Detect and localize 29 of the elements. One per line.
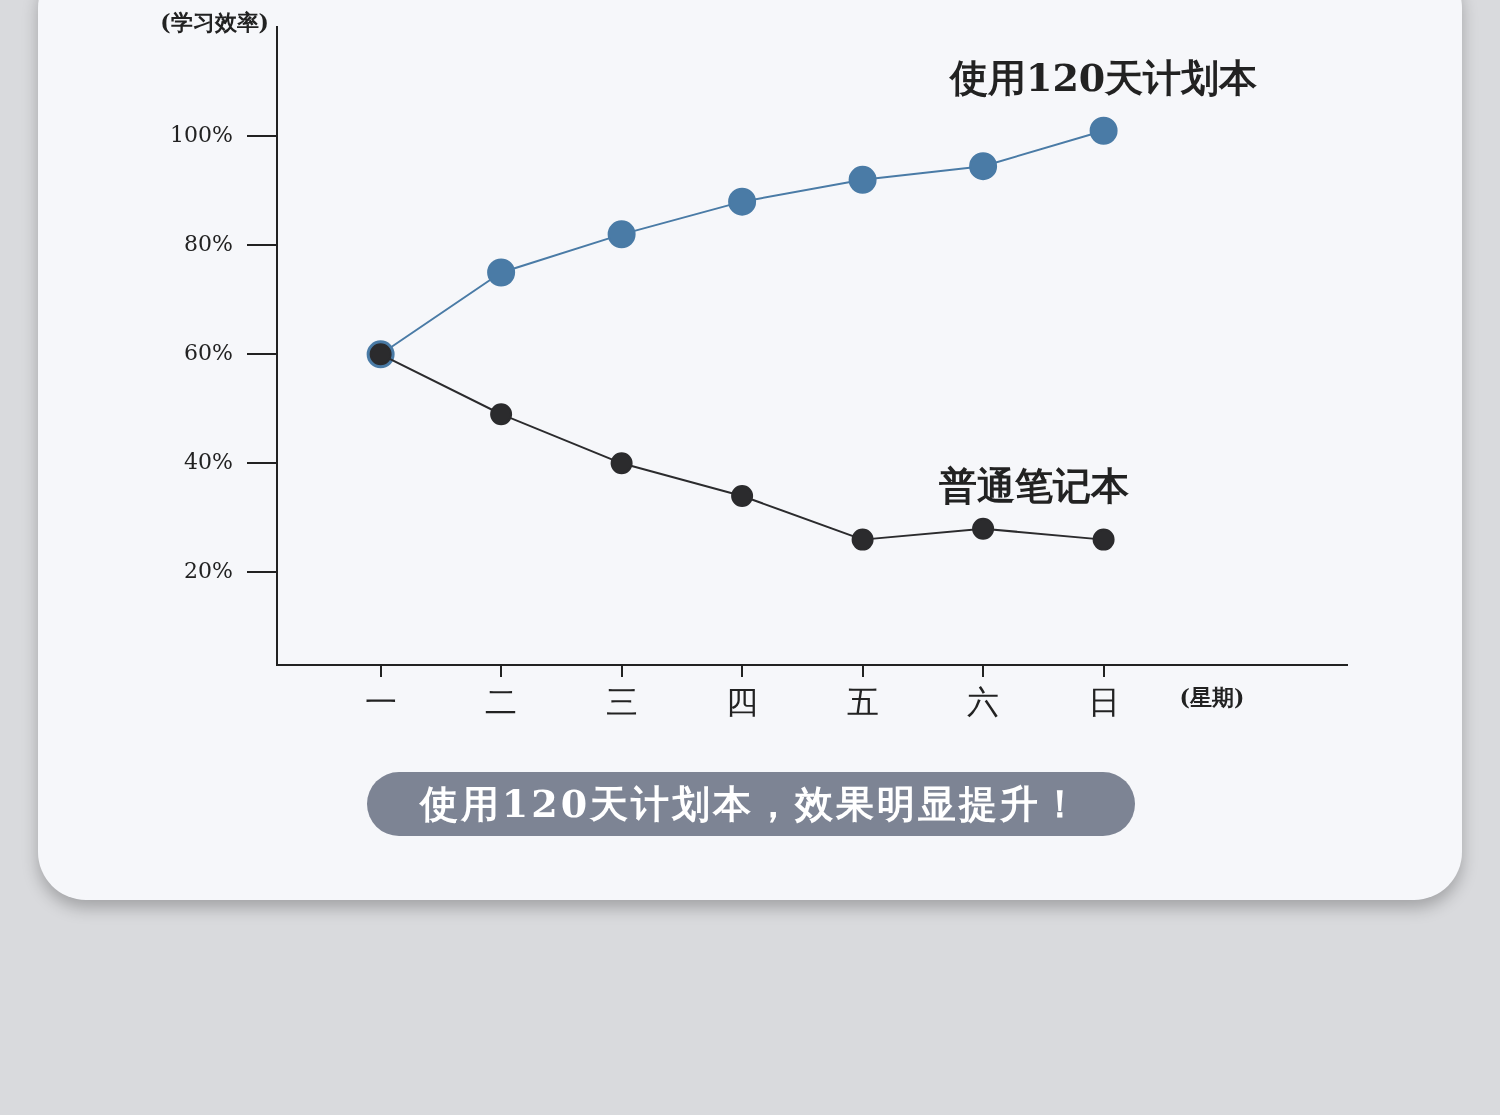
x-tick-label: 一 — [364, 682, 397, 721]
point — [607, 220, 636, 249]
point — [490, 403, 513, 426]
y-axis-title: (学习效率) — [160, 8, 269, 35]
x-tick-label: 三 — [605, 682, 638, 721]
series-label: 使用120天计划本 — [947, 54, 1258, 100]
point — [1092, 528, 1115, 551]
x-tick-label: 四 — [726, 682, 759, 721]
x-tick-label: 六 — [967, 682, 1000, 721]
series-label: 普通笔记本 — [938, 463, 1129, 509]
y-tick-label: 40% — [184, 449, 233, 475]
point — [610, 452, 633, 475]
y-tick-label: 80% — [184, 230, 233, 256]
point — [851, 528, 874, 551]
x-tick-label: 二 — [485, 682, 518, 721]
point — [848, 165, 877, 194]
text: 使用120天计划本，效果明显提升！ — [367, 772, 1135, 836]
y-tick-label: 20% — [184, 558, 233, 584]
point — [487, 258, 516, 287]
x-tick-label: 日 — [1087, 682, 1120, 721]
point — [1089, 116, 1118, 145]
point — [728, 187, 757, 216]
y-tick-label: 100% — [170, 121, 233, 147]
y-tick-label: 60% — [184, 340, 233, 365]
point — [969, 152, 998, 181]
point — [972, 517, 995, 540]
point — [731, 485, 754, 508]
x-axis-title: (星期) — [1179, 683, 1245, 710]
x-tick-label: 五 — [846, 682, 879, 721]
